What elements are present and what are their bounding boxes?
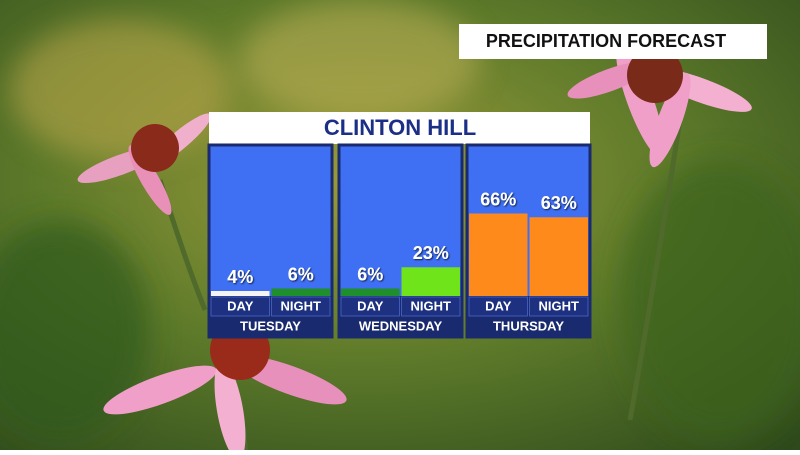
- value-label: 6%: [357, 264, 383, 284]
- panels: TUESDAY DAY 4% NIGHT 6% WEDNESDAY DAY 6% NIGHT 23…: [207, 143, 592, 339]
- category-cell: [340, 296, 400, 317]
- bar: [271, 288, 330, 296]
- x-tick-label: DAY: [357, 298, 384, 313]
- value-label: 4%: [227, 267, 253, 287]
- title-box: [209, 112, 590, 144]
- header: PRECIPITATION FORECAST: [486, 31, 726, 51]
- value-label: 23%: [413, 243, 449, 263]
- bar: [211, 291, 270, 296]
- bar: [341, 288, 400, 296]
- x-tick-label: NIGHT: [539, 298, 580, 313]
- x-tick-label: NIGHT: [411, 298, 452, 313]
- group-label: TUESDAY: [240, 318, 301, 333]
- header-box: [459, 24, 767, 59]
- flower: [77, 113, 212, 215]
- category-cell: [401, 296, 461, 317]
- chart-title: CLINTON HILL: [324, 115, 476, 140]
- x-tick-label: DAY: [227, 298, 254, 313]
- category-cell: [210, 296, 270, 317]
- x-tick-label: NIGHT: [281, 298, 322, 313]
- flower: [567, 43, 752, 168]
- value-label: 66%: [480, 189, 516, 209]
- group-label: THURSDAY: [493, 318, 564, 333]
- bar: [401, 267, 460, 296]
- bar: [529, 217, 588, 296]
- bar: [469, 213, 528, 296]
- value-label: 6%: [288, 264, 314, 284]
- category-cell: [529, 296, 589, 317]
- value-label: 63%: [541, 193, 577, 213]
- x-tick-label: DAY: [485, 298, 512, 313]
- category-cell: [468, 296, 528, 317]
- group-label: WEDNESDAY: [359, 318, 443, 333]
- category-cell: [271, 296, 331, 317]
